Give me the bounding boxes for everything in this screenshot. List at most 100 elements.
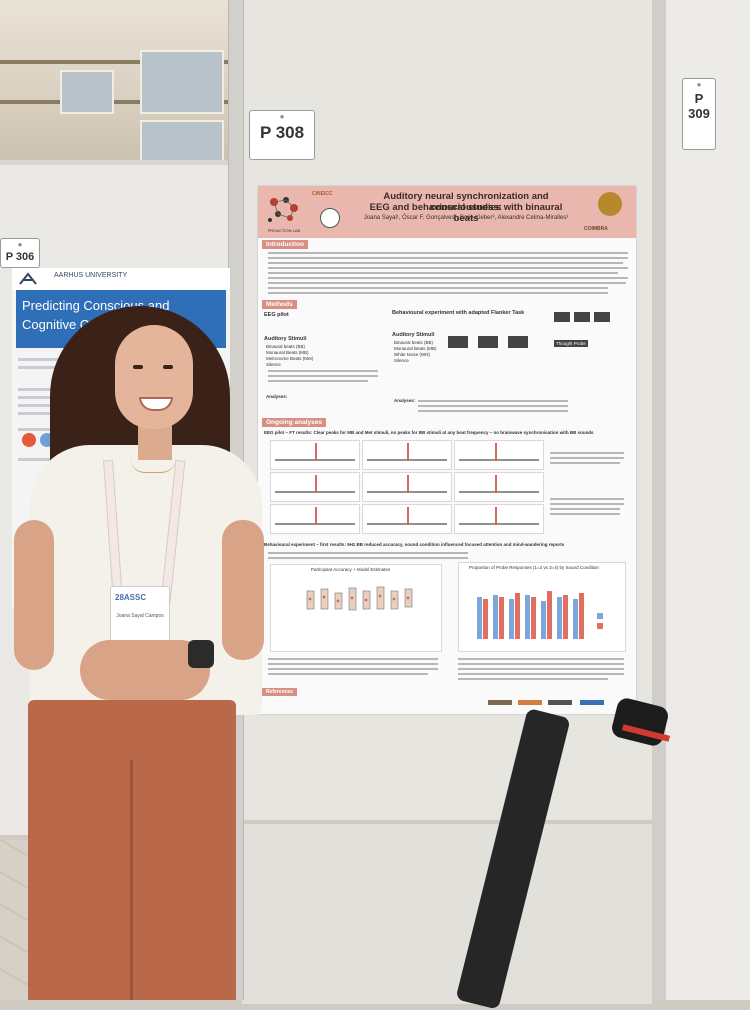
flanker-stimulus-panel (448, 336, 468, 348)
text-line (268, 292, 608, 294)
building-window (60, 70, 114, 114)
flanker-stimulus-panel (594, 312, 610, 322)
text-line (418, 410, 568, 412)
text-line (268, 287, 608, 289)
section-ongoing-analyses: Ongoing analyses (262, 418, 326, 427)
ft-plot (454, 472, 544, 502)
ft-plot (362, 504, 452, 534)
text-line (18, 388, 78, 391)
text-line (268, 272, 618, 274)
text-line (458, 673, 624, 675)
panel-pole-right (652, 0, 666, 1000)
thought-probe-box: Thought Probe (554, 340, 588, 347)
balcony-railing (0, 100, 240, 104)
sponsor-logo-strip (488, 698, 628, 708)
text-line (268, 277, 628, 279)
text-line (550, 457, 624, 459)
university-logo: COIMBRA (584, 226, 608, 232)
conference-logo-icon: ● (696, 80, 702, 89)
text-line (268, 375, 378, 377)
board-label-p308: ● P 308 (249, 110, 315, 160)
text-line (458, 668, 624, 670)
poster-header: PROACTION LAB CINEICC Auditory neural sy… (258, 186, 636, 238)
board-number: P 306 (5, 251, 35, 263)
ft-plot (270, 472, 360, 502)
analyses-label: Analyses: (394, 398, 416, 403)
text-line (268, 380, 368, 382)
stimulus-item: Binaural beats (BB) (266, 344, 306, 349)
aarhus-logo-icon (19, 272, 37, 285)
badge-name: Joana Sayal Campos (116, 613, 164, 619)
text-line (550, 508, 620, 510)
text-line (268, 257, 628, 259)
stimulus-item: White Noise (WN) (394, 352, 431, 357)
ft-plot (362, 472, 452, 502)
mib-logo-icon (320, 208, 340, 228)
behavioural-result-text: Behavioural experiment – first results: … (264, 542, 565, 547)
ft-plot (270, 504, 360, 534)
ft-plot (454, 504, 544, 534)
auditory-stimuli-heading: Auditory Stimuli (392, 332, 435, 338)
poster-title-line2: EEG and behavioural studies with binaura… (369, 202, 563, 224)
poster-title-line1: Auditory neural synchronization and cons… (383, 191, 549, 213)
proaction-lab-logo-icon (268, 197, 298, 222)
stimulus-item: Silence (266, 362, 281, 367)
text-line (418, 400, 568, 402)
accuracy-chart-title: Participant Accuracy + Model Estimates (311, 567, 391, 572)
stimulus-item: Silence (394, 358, 409, 363)
proportion-chart: Proportion of Probe Responses (1=2 vs 3=… (458, 562, 626, 652)
legend-swatch (597, 613, 603, 619)
stimulus-item: Monaural Beats (MB) (266, 350, 309, 355)
person-necklace (130, 458, 176, 473)
research-poster: PROACTION LAB CINEICC Auditory neural sy… (258, 186, 636, 714)
eeg-result-text: EEG pilot – FT results: Clear peaks for … (264, 430, 594, 435)
text-line (550, 452, 624, 454)
ft-plot (454, 440, 544, 470)
flanker-stimulus-panel (554, 312, 570, 322)
ft-plot (362, 440, 452, 470)
lab-name: PROACTION LAB (267, 228, 301, 233)
text-line (550, 513, 620, 515)
coimbra-seal-icon (598, 192, 622, 216)
text-line (268, 262, 623, 264)
left-panel-frame (0, 160, 232, 168)
text-line (18, 458, 78, 461)
text-line (458, 678, 608, 680)
text-line (268, 658, 438, 660)
neighbor-university: AARHUS UNIVERSITY (54, 272, 128, 279)
person-face (115, 325, 193, 429)
text-line (550, 462, 620, 464)
cineicc-logo: CINEICC (312, 191, 333, 197)
text-line (458, 663, 624, 665)
text-line (268, 252, 628, 254)
center-panel-lower (242, 820, 652, 1004)
text-line (268, 370, 378, 372)
eye-icon (133, 365, 143, 369)
text-line (268, 267, 628, 269)
badge-conference: 28ASSC (115, 593, 147, 602)
smartwatch-icon (188, 640, 214, 668)
pants-leg-divide (130, 760, 133, 1000)
text-line (458, 658, 624, 660)
bar-group (473, 579, 593, 639)
board-label-p309: ● P 309 (682, 78, 716, 150)
board-label-p306: ● P 306 (0, 238, 40, 268)
proportion-chart-title: Proportion of Probe Responses (1=2 vs 3=… (469, 565, 599, 570)
text-line (268, 663, 438, 665)
boxplot-icon (306, 586, 413, 611)
text-line (268, 557, 468, 559)
eeg-pilot-heading: EEG pilot (264, 312, 289, 318)
flanker-stimulus-panel (508, 336, 528, 348)
stimulus-item: Monaural Beats (MB) (394, 346, 437, 351)
board-number: P 309 (688, 91, 710, 121)
behavioural-heading: Behavioural experiment with adapted Flan… (392, 310, 525, 316)
neighbor-poster-header: AARHUS UNIVERSITY (12, 268, 230, 290)
text-line (418, 405, 568, 407)
building-window (140, 50, 224, 114)
text-line (550, 498, 624, 500)
text-line (550, 503, 624, 505)
accuracy-chart: Participant Accuracy + Model Estimates (270, 564, 442, 652)
text-line (268, 668, 438, 670)
text-line (268, 552, 468, 554)
smile-icon (139, 397, 173, 411)
